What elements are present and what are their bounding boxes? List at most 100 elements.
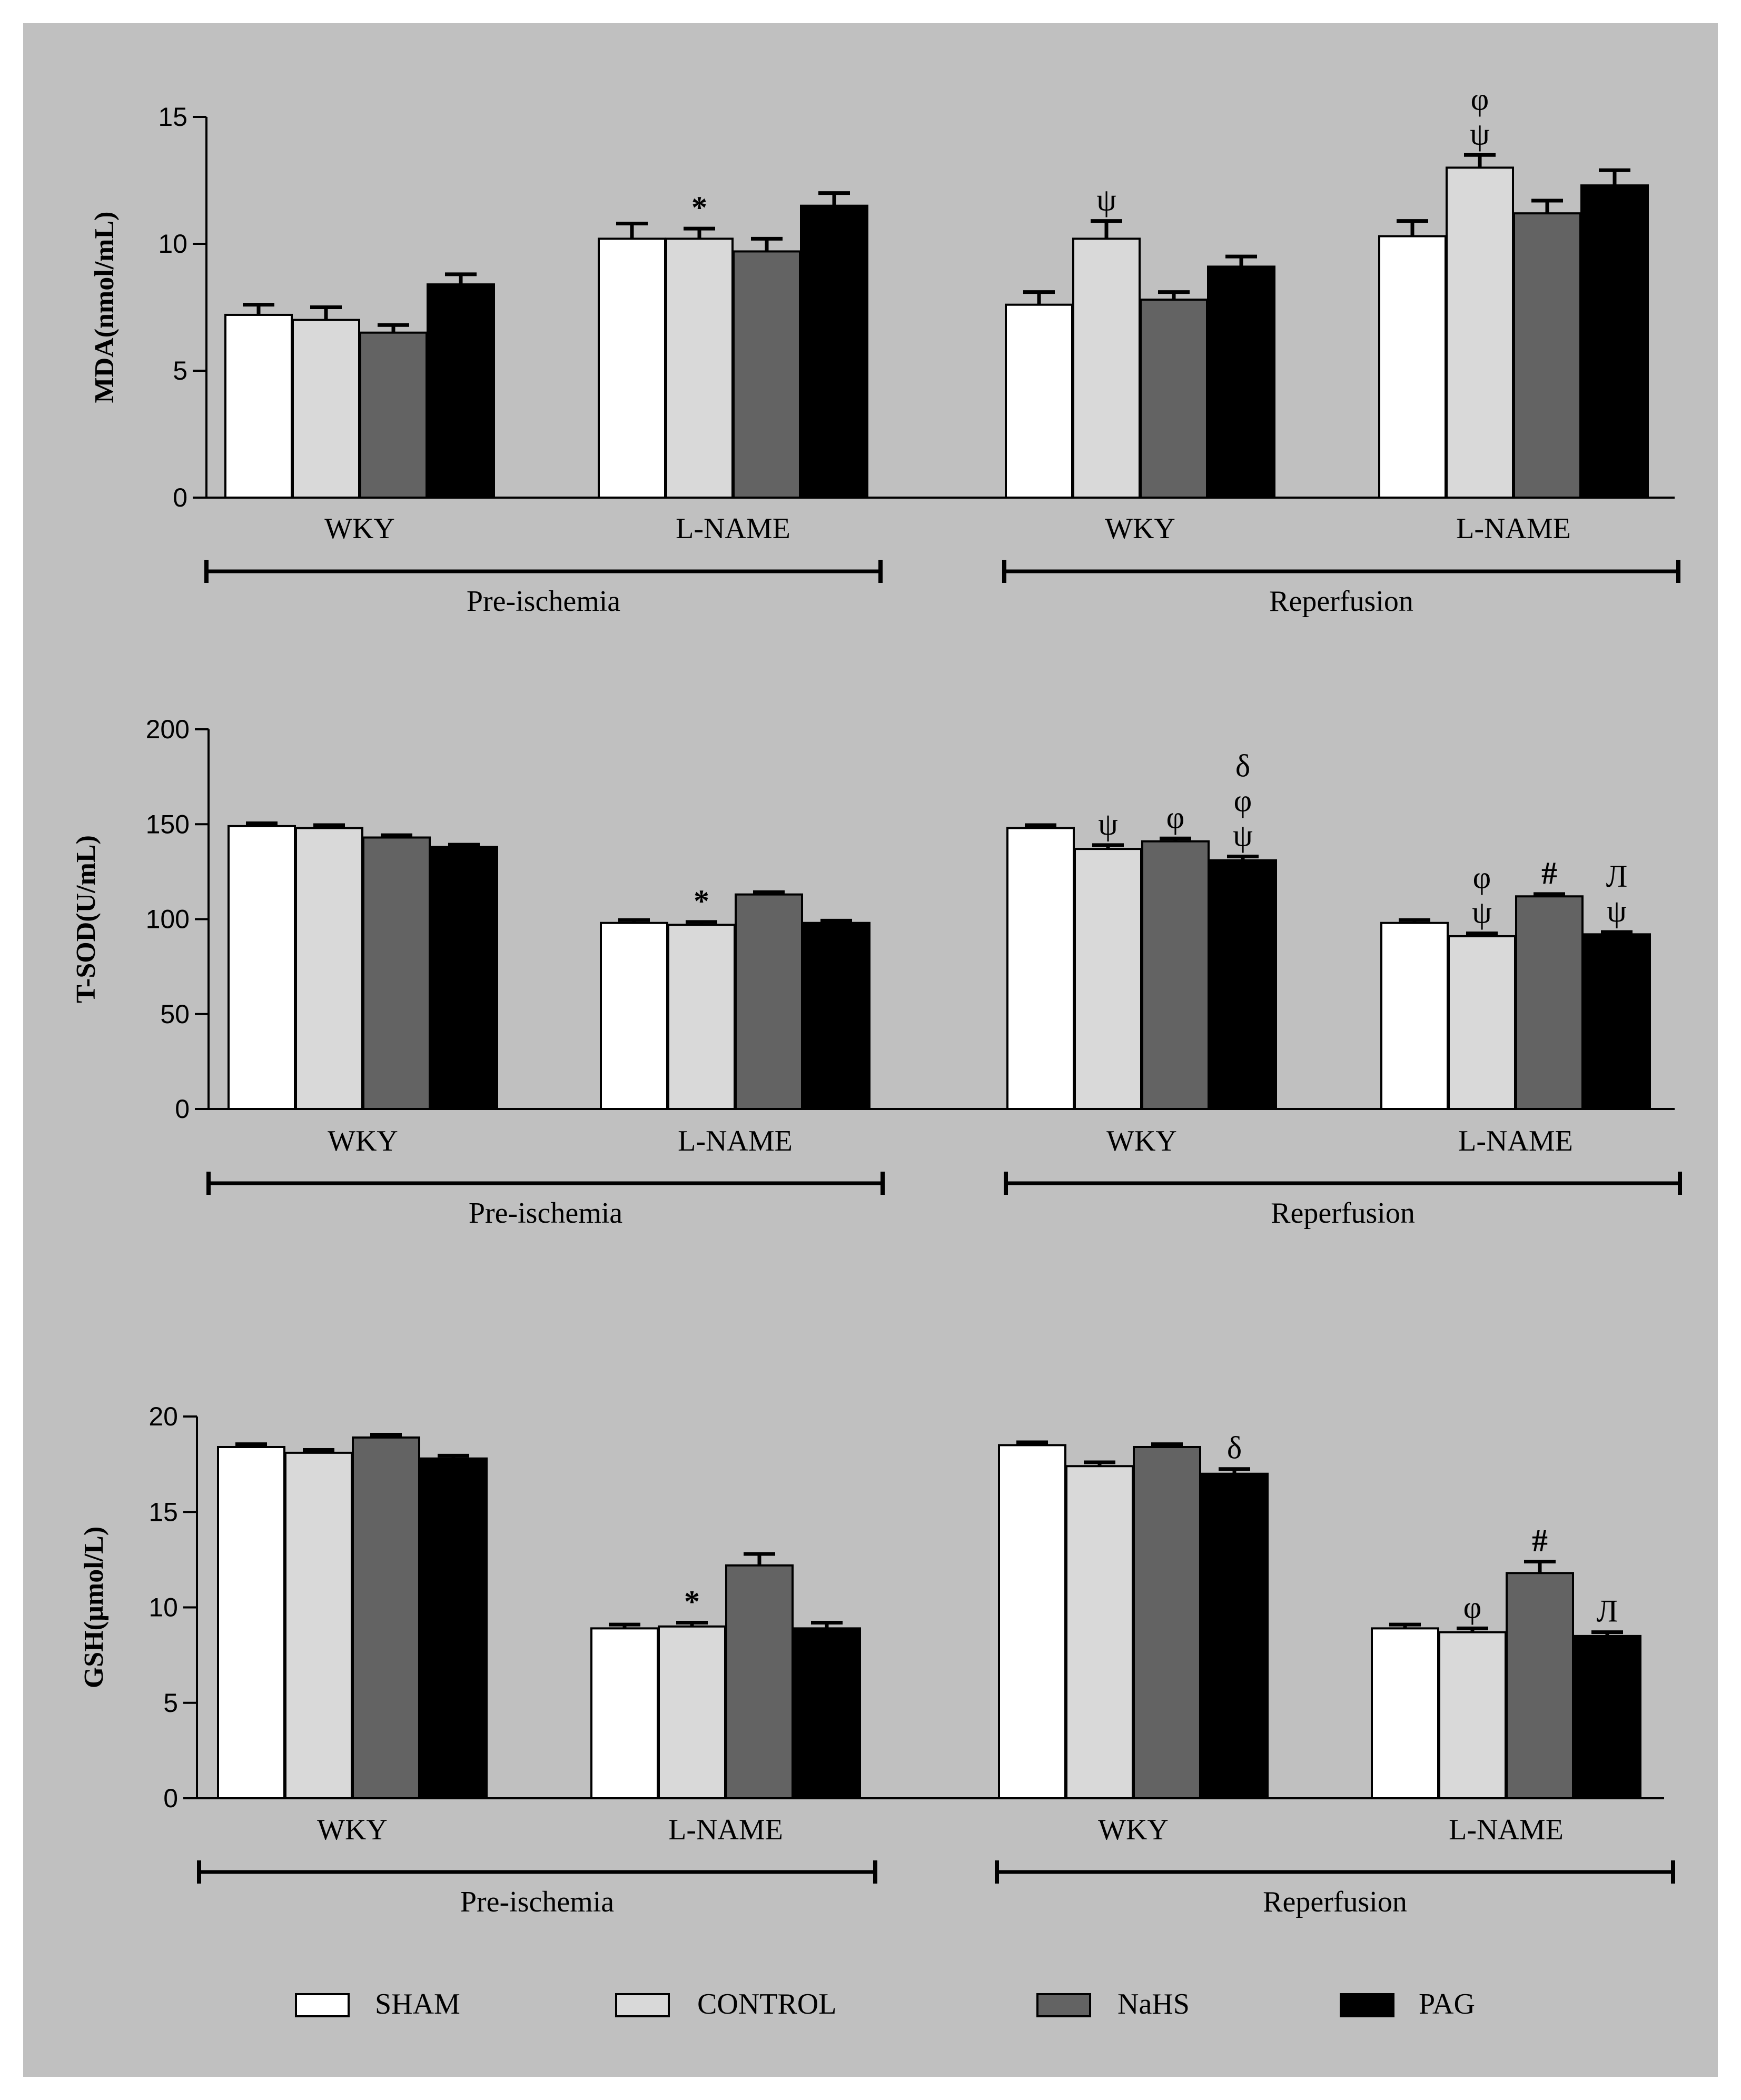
bar-control: [295, 827, 363, 1110]
significance-marker: φ: [1166, 800, 1185, 835]
phase-label: Reperfusion: [1271, 1197, 1415, 1230]
category-label: L-NAME: [668, 1814, 783, 1846]
bar-control: [1438, 1631, 1507, 1799]
significance-marker: #: [1541, 856, 1557, 890]
bar-control: [1448, 935, 1516, 1110]
bar-pag: [1200, 1472, 1269, 1799]
bar-group-reperfusion-l-name: φ # Л: [1371, 1523, 1641, 1799]
bar-pag: [793, 1627, 861, 1799]
bar-nahs: [1140, 299, 1208, 499]
bar-control: [292, 319, 360, 499]
phase-bracket-pre-ischemia: Pre-ischemia: [197, 1860, 877, 1918]
category-label: L-NAME: [676, 512, 790, 545]
bar-control: [1072, 237, 1141, 499]
y-tick-label: 10: [158, 229, 187, 259]
mda-chart: MDA(nmol/mL)051015WKY*L-NAMEψWKYφψL-NAME…: [90, 82, 1680, 618]
bar-pag: [430, 846, 498, 1110]
bar-group-pre-ischemia-l-name: *: [598, 190, 868, 499]
significance-marker: Л: [1606, 859, 1628, 894]
legend-item-sham: SHAM: [295, 1988, 460, 2020]
bar-control: [665, 237, 734, 499]
significance-marker: φ: [1471, 82, 1489, 116]
y-tick-label: 15: [158, 102, 187, 132]
bar-pag: [800, 204, 868, 499]
significance-marker: δ: [1227, 1431, 1242, 1465]
bar-sham: [1371, 1627, 1439, 1799]
bar-group-pre-ischemia-l-name: *: [600, 884, 870, 1110]
legend-label-control: CONTROL: [697, 1988, 836, 2020]
category-label: WKY: [1106, 1125, 1177, 1157]
significance-marker: *: [694, 884, 709, 918]
y-tick-label: 200: [146, 715, 190, 744]
phase-bracket-reperfusion: Reperfusion: [1004, 1172, 1682, 1230]
legend-swatch-sham: [295, 1993, 350, 2017]
legend-label-nahs: NaHS: [1117, 1988, 1190, 2020]
bar-control: [1074, 848, 1142, 1110]
bar-sham: [590, 1627, 659, 1799]
bar-nahs: [735, 893, 803, 1110]
y-tick-label: 5: [163, 1688, 178, 1718]
bar-sham: [1005, 303, 1073, 499]
phase-label: Pre-ischemia: [469, 1197, 622, 1230]
phase-bracket-pre-ischemia: Pre-ischemia: [204, 560, 883, 618]
bar-control: [658, 1625, 726, 1799]
phase-label: Reperfusion: [1269, 585, 1413, 618]
bar-sham: [598, 237, 666, 499]
bar-sham: [1380, 922, 1449, 1110]
significance-marker: φ: [1234, 784, 1252, 818]
y-tick-label: 100: [146, 905, 190, 934]
phase-label: Pre-ischemia: [460, 1886, 614, 1918]
legend-swatch-control: [615, 1993, 670, 2017]
category-label: L-NAME: [1449, 1814, 1564, 1846]
bar-nahs: [1515, 895, 1584, 1110]
bar-pag: [419, 1457, 488, 1799]
y-tick-label: 10: [149, 1593, 178, 1622]
bar-sham: [224, 313, 293, 499]
bar-control: [667, 924, 736, 1110]
bar-pag: [427, 283, 495, 499]
bar-nahs: [733, 250, 801, 499]
phase-label: Reperfusion: [1263, 1886, 1407, 1918]
y-axis-label: GSH(µmol/L): [79, 1527, 109, 1688]
bar-pag: [802, 922, 870, 1110]
bar-nahs: [1513, 212, 1581, 499]
y-tick-label: 0: [163, 1784, 178, 1813]
significance-marker: φ: [1463, 1590, 1482, 1624]
significance-marker: *: [684, 1584, 700, 1619]
category-label: WKY: [1098, 1814, 1169, 1846]
category-label: L-NAME: [1458, 1125, 1573, 1157]
bar-group-reperfusion-wky: ψ: [1005, 183, 1275, 499]
significance-marker: #: [1532, 1523, 1548, 1558]
bar-nahs: [359, 331, 428, 499]
y-tick-label: 0: [173, 483, 187, 512]
y-axis-label: T-SOD(U/mL): [71, 835, 101, 1003]
category-label: WKY: [317, 1814, 388, 1846]
bar-pag: [1573, 1635, 1641, 1799]
legend-item-control: CONTROL: [615, 1988, 836, 2020]
phase-bracket-pre-ischemia: Pre-ischemia: [206, 1172, 885, 1230]
category-label: L-NAME: [678, 1125, 793, 1157]
legend-item-nahs: NaHS: [1036, 1988, 1190, 2020]
bar-nahs: [1506, 1572, 1574, 1799]
y-tick-label: 15: [149, 1497, 178, 1527]
bar-sham: [217, 1446, 285, 1799]
bar-group-pre-ischemia-l-name: *: [590, 1552, 861, 1799]
bar-nahs: [362, 836, 431, 1110]
significance-marker: ψ: [1096, 183, 1116, 217]
bar-control: [284, 1451, 353, 1799]
bar-nahs: [1133, 1446, 1201, 1799]
bar-pag: [1209, 859, 1277, 1110]
significance-marker: ψ: [1098, 807, 1118, 841]
y-tick-label: 0: [175, 1094, 190, 1124]
bar-sham: [1378, 235, 1447, 499]
phase-bracket-reperfusion: Reperfusion: [1002, 560, 1680, 618]
significance-marker: ψ: [1470, 116, 1490, 151]
significance-marker: δ: [1235, 749, 1250, 784]
category-label: WKY: [328, 1125, 398, 1157]
significance-marker: Л: [1597, 1594, 1618, 1629]
y-tick-label: 50: [160, 999, 190, 1029]
significance-marker: φ: [1473, 860, 1491, 895]
